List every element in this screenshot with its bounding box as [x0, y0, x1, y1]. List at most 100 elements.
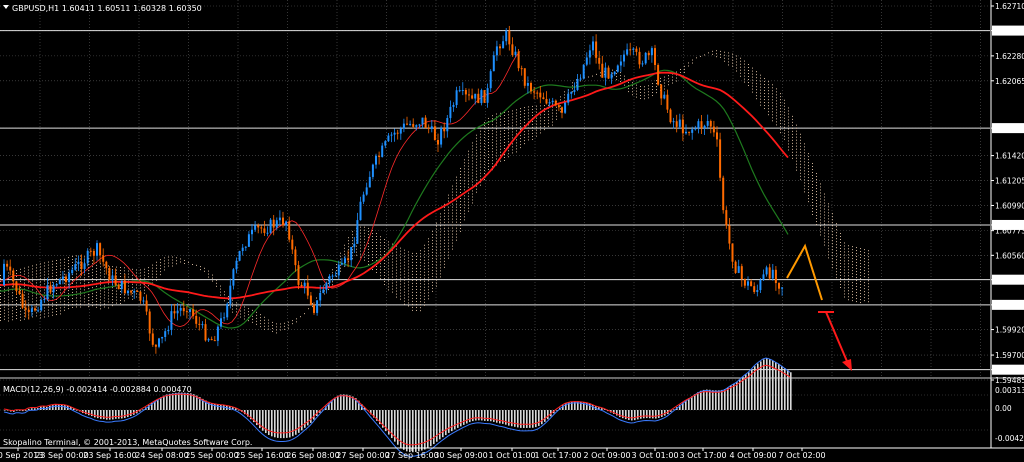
- triangle-down-icon[interactable]: [3, 5, 9, 9]
- macd-bar: [439, 410, 441, 440]
- time-tick-label: 3 Oct 17:00: [679, 451, 726, 460]
- price-axis[interactable]: 1.62710 1.62498 1.62280 1.62065 1.61657 1.614…: [990, 0, 1024, 385]
- macd-bar: [286, 410, 288, 438]
- candle-body: [34, 308, 36, 311]
- time-tick-label: 25 Sep 16:00: [235, 451, 288, 460]
- candle-body: [71, 269, 74, 274]
- macd-bar: [772, 360, 774, 410]
- candle-body: [136, 291, 139, 293]
- macd-bar: [469, 410, 471, 423]
- macd-bar: [196, 395, 198, 410]
- candle-body: [55, 284, 58, 286]
- macd-bar: [394, 410, 396, 442]
- candle-body: [182, 308, 185, 312]
- candle-body: [316, 300, 319, 313]
- forecast-arrow-red[interactable]: [825, 311, 850, 367]
- macd-bar: [358, 400, 360, 410]
- macd-bar: [511, 410, 513, 427]
- macd-bar: [529, 410, 531, 428]
- candle-body: [210, 339, 213, 341]
- macd-bar: [490, 410, 492, 422]
- macd-bar: [520, 410, 522, 428]
- macd-bar: [712, 390, 714, 410]
- macd-bar: [271, 410, 273, 437]
- candle-body: [278, 217, 281, 221]
- candle-body: [337, 264, 340, 276]
- forecast-arrow-orange[interactable]: [786, 243, 823, 301]
- macd-bar: [706, 389, 708, 410]
- macd-bar: [538, 410, 540, 426]
- horizontal-levels[interactable]: [0, 30, 990, 371]
- time-tick-label: 24 Sep 08:00: [135, 451, 188, 460]
- candle-body: [52, 285, 55, 293]
- candle-body: [89, 250, 92, 252]
- macd-bar: [259, 410, 261, 429]
- macd-bar: [526, 410, 528, 428]
- candle-body: [282, 217, 284, 226]
- candle-body: [514, 51, 517, 56]
- macd-bar: [733, 383, 735, 410]
- time-tick-label: 20 Sep 2013: [0, 451, 43, 460]
- macd-bar: [319, 410, 321, 413]
- macd-pane[interactable]: 0.003135 0.00 -0.004221 MACD(12,26,9) -0.0…: [0, 357, 1024, 457]
- macd-bar: [109, 410, 111, 420]
- macd-bar: [760, 361, 762, 410]
- candle-body: [601, 63, 604, 78]
- price-tag: [992, 364, 1024, 375]
- macd-bar: [124, 410, 126, 418]
- macd-bar: [202, 398, 204, 410]
- candle-body: [216, 326, 219, 341]
- macd-bar: [265, 410, 267, 434]
- candle-body: [474, 93, 477, 99]
- macd-bar: [436, 410, 438, 442]
- candle-body: [340, 263, 343, 265]
- candle-body: [722, 177, 725, 211]
- macd-bar: [349, 395, 351, 410]
- macd-bar: [100, 410, 102, 419]
- macd-bar: [355, 398, 357, 410]
- macd-bar: [97, 410, 99, 419]
- candle-body: [740, 266, 743, 280]
- candle-body: [235, 260, 238, 270]
- candle-body: [517, 51, 520, 69]
- macd-bar: [697, 392, 699, 410]
- candle-body: [613, 71, 616, 75]
- macd-bar: [790, 372, 792, 410]
- macd-bar: [16, 410, 18, 411]
- macd-bar: [328, 403, 330, 410]
- macd-bar: [163, 395, 165, 410]
- candle-body: [477, 93, 480, 104]
- candle-body: [669, 109, 672, 123]
- candle-body: [604, 67, 607, 78]
- candle-body: [179, 308, 182, 311]
- moving-average-fast: [0, 71, 789, 300]
- macd-bar: [505, 410, 507, 425]
- macd-bar: [280, 410, 282, 439]
- candle-body: [533, 91, 536, 93]
- candle-body: [743, 279, 746, 286]
- macd-bar: [34, 408, 36, 410]
- macd-bar: [430, 410, 432, 447]
- candle-body: [96, 243, 98, 256]
- candle-body: [344, 258, 346, 264]
- candle-body: [189, 309, 191, 312]
- candle-body: [396, 132, 399, 134]
- price-tick-label: 1.62280: [995, 52, 1024, 61]
- macd-bar: [571, 401, 573, 410]
- macd-bar: [184, 392, 186, 410]
- candle-body: [489, 71, 492, 89]
- macd-bar: [160, 397, 162, 410]
- macd-axis: 0.003135 0.00 -0.004221: [995, 386, 1024, 443]
- macd-bar: [418, 410, 420, 452]
- candle-body: [375, 155, 377, 165]
- forecast-arrows[interactable]: [786, 243, 852, 371]
- candle-body: [83, 263, 86, 269]
- time-tick-label: 30 Sep 09:00: [434, 451, 487, 460]
- macd-bar: [670, 410, 672, 412]
- macd-bar: [448, 410, 450, 433]
- candle-body: [238, 251, 241, 261]
- candle-body: [117, 284, 120, 290]
- candle-body: [657, 64, 660, 85]
